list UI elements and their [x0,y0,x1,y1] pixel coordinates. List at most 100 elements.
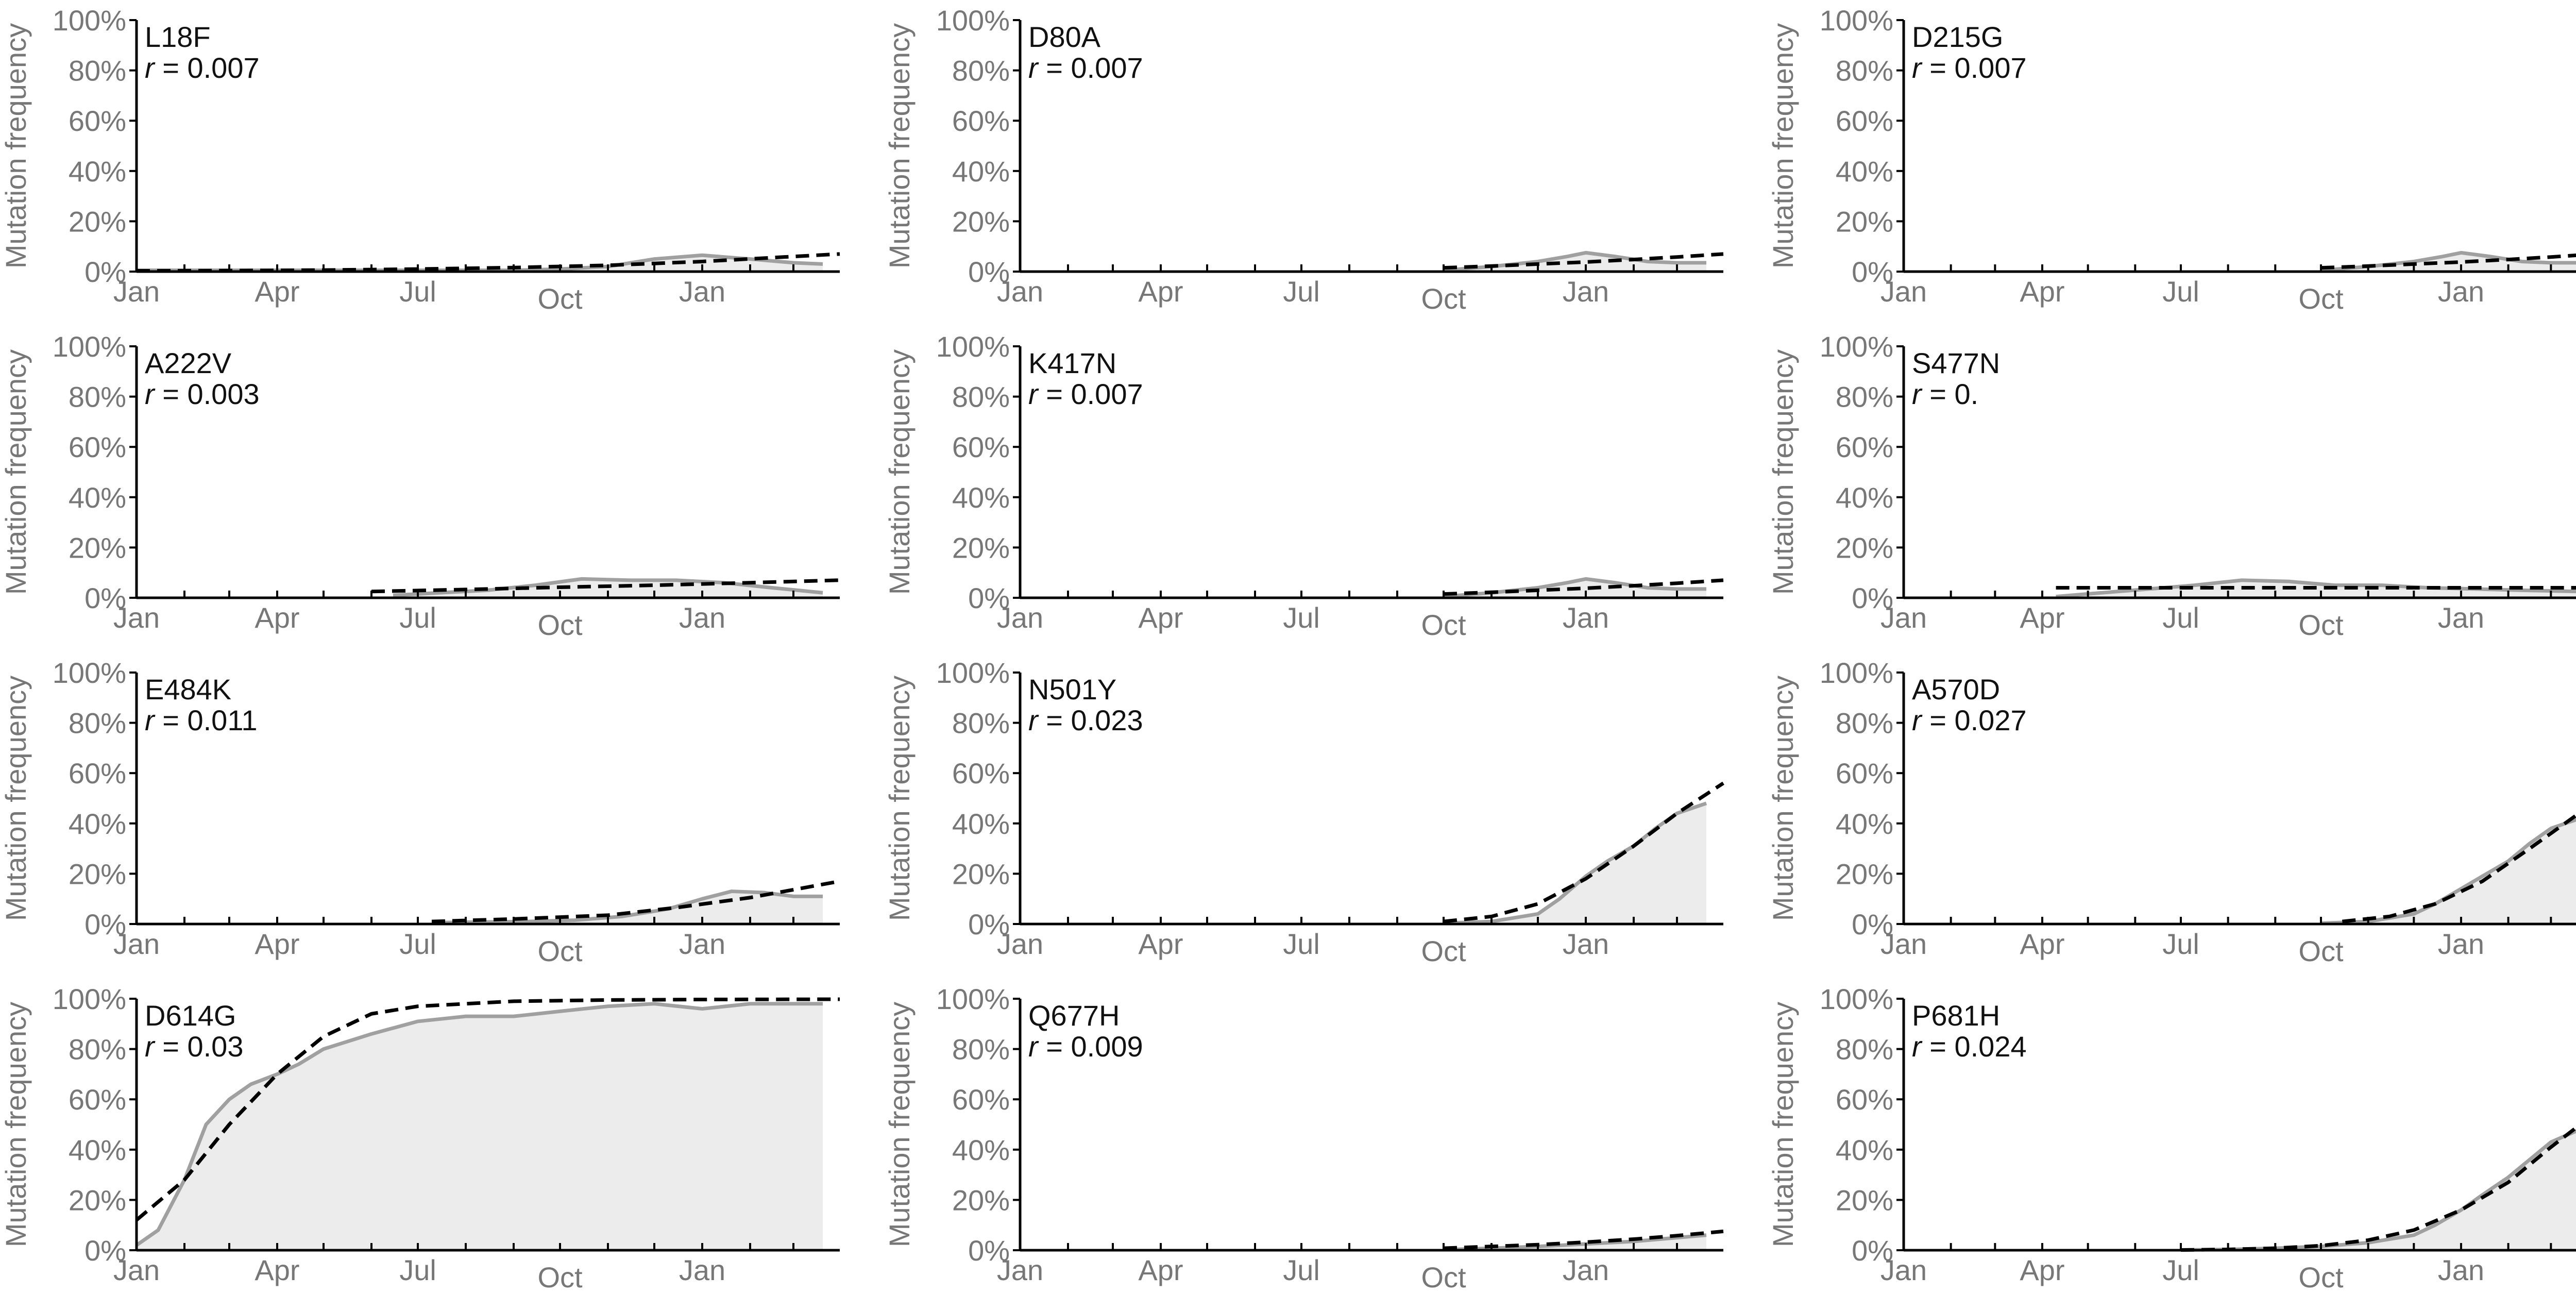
panel-d215g: 0% 20% 40% 60% 80% 100% Jan Apr Jul Oct Jan Mutatio… [1767,4,2576,315]
y-axis-label: Mutation frequency [0,23,32,268]
observed-area [137,1003,823,1250]
mutation-label: L18F [145,21,211,53]
x-tick-label: Jan [2438,601,2484,634]
y-tick-label: 100% [936,4,1010,37]
y-axis-label: Mutation frequency [1767,23,1799,268]
x-tick-label: Oct [2298,1261,2344,1293]
x-tick-label: Jan [113,928,160,960]
y-axis-label: Mutation frequency [1767,1002,1799,1247]
growth-rate-label: r = 0.024 [1912,1030,2027,1063]
growth-rate-label: r = 0.007 [145,52,260,84]
mutation-label: N501Y [1028,673,1116,706]
growth-rate-label: r = 0.03 [145,1030,243,1063]
x-tick-label: Apr [255,1254,299,1286]
observed-area [1444,803,1706,924]
x-tick-label: Jan [113,1254,160,1286]
y-tick-label: 100% [53,983,126,1015]
mutation-label: K417N [1028,347,1116,379]
y-tick-label: 80% [1836,55,1893,87]
y-tick-label: 100% [53,657,126,689]
observed-frequency-line [393,577,823,597]
logistic-fit-line [135,997,840,1222]
y-tick-label: 100% [53,4,126,37]
y-axis-label: Mutation frequency [883,23,916,268]
y-tick-label: 60% [1836,105,1893,137]
y-tick-label: 80% [1836,707,1893,740]
y-tick-label: 0% [968,908,1010,941]
y-tick-label: 100% [1820,657,1893,689]
y-tick-label: 20% [1836,531,1893,564]
x-tick-label: Oct [537,1261,583,1293]
y-tick-label: 0% [1852,908,1893,941]
x-tick-label: Jul [399,601,436,634]
x-tick-label: Apr [1138,601,1183,634]
y-tick-label: 80% [952,707,1010,740]
y-tick-label: 60% [1836,431,1893,463]
growth-rate-label: r = 0.003 [145,378,260,410]
y-tick-label: 100% [936,330,1010,363]
y-tick-label: 80% [952,381,1010,413]
panel-a570d: 0% 20% 40% 60% 80% 100% Jan Apr Jul Oct Jan Mutatio… [1767,657,2576,967]
y-tick-label: 80% [1836,381,1893,413]
y-tick-label: 0% [968,1234,1010,1267]
x-tick-label: Jan [1880,1254,1927,1286]
x-tick-label: Jul [2162,601,2199,634]
y-tick-label: 40% [69,481,126,514]
panel-s477n: 0% 20% 40% 60% 80% 100% Jan Apr Jul Oct Jan Mutatio… [1767,330,2576,641]
y-tick-label: 40% [1836,808,1893,840]
x-tick-label: Apr [1138,275,1183,308]
x-tick-label: Jan [2438,928,2484,960]
x-tick-label: Jul [399,928,436,960]
y-tick-label: 0% [1852,1234,1893,1267]
growth-rate-label: r = 0.027 [1912,704,2027,736]
x-tick-label: Oct [537,609,583,641]
x-tick-label: Jul [399,1254,436,1286]
x-tick-label: Oct [2298,935,2344,967]
logistic-fit-line [2180,1125,2576,1252]
mutation-label: S477N [1912,347,2000,379]
y-tick-label: 60% [69,431,126,463]
growth-rate-label: r = 0.007 [1028,52,1143,84]
observed-area [137,255,823,272]
y-axis-label: Mutation frequency [1767,676,1799,921]
y-tick-label: 100% [936,657,1010,689]
growth-rate-label: r = 0.009 [1028,1030,1143,1063]
y-tick-label: 0% [968,256,1010,288]
panel-e484k: 0% 20% 40% 60% 80% 100% Jan Apr Jul Oct Jan Mutatio… [0,657,840,967]
y-tick-label: 60% [1836,1083,1893,1116]
y-axis-label: Mutation frequency [0,676,32,921]
x-tick-label: Oct [537,282,583,315]
panel-k417n: 0% 20% 40% 60% 80% 100% Jan Apr Jul Oct Jan Mutatio… [883,330,1724,641]
growth-rate-label: r = 0.007 [1912,52,2027,84]
x-tick-label: Jan [997,275,1043,308]
y-tick-label: 0% [84,1234,126,1267]
y-tick-label: 20% [952,1184,1010,1216]
growth-rate-label: r = 0.023 [1028,704,1143,736]
x-tick-label: Jan [1563,275,1609,308]
growth-rate-label: r = 0. [1912,378,1978,410]
x-tick-label: Jul [2162,1254,2199,1286]
y-tick-label: 80% [952,1033,1010,1066]
x-tick-label: Jan [997,1254,1043,1286]
y-tick-label: 100% [936,983,1010,1015]
y-axis-label: Mutation frequency [883,1002,916,1247]
y-tick-label: 20% [69,205,126,238]
x-tick-label: Jan [1563,1254,1609,1286]
y-tick-label: 60% [952,105,1010,137]
panel-n501y: 0% 20% 40% 60% 80% 100% Jan Apr Jul Oct Jan Mutatio… [883,657,1724,967]
y-tick-label: 20% [69,858,126,890]
x-tick-label: Apr [2020,928,2064,960]
y-tick-label: 0% [84,256,126,288]
y-tick-label: 20% [1836,1184,1893,1216]
y-tick-label: 0% [968,582,1010,614]
x-tick-label: Apr [255,275,299,308]
x-tick-label: Jan [1563,928,1609,960]
mutation-label: D614G [145,999,236,1032]
y-tick-label: 40% [69,808,126,840]
x-tick-label: Jan [1880,928,1927,960]
x-tick-label: Jan [113,275,160,308]
x-tick-label: Apr [2020,275,2064,308]
x-tick-label: Jan [679,1254,725,1286]
panel-q677h: 0% 20% 40% 60% 80% 100% Jan Apr Jul Oct Jan Mutatio… [883,983,1724,1293]
y-tick-label: 100% [1820,4,1893,37]
